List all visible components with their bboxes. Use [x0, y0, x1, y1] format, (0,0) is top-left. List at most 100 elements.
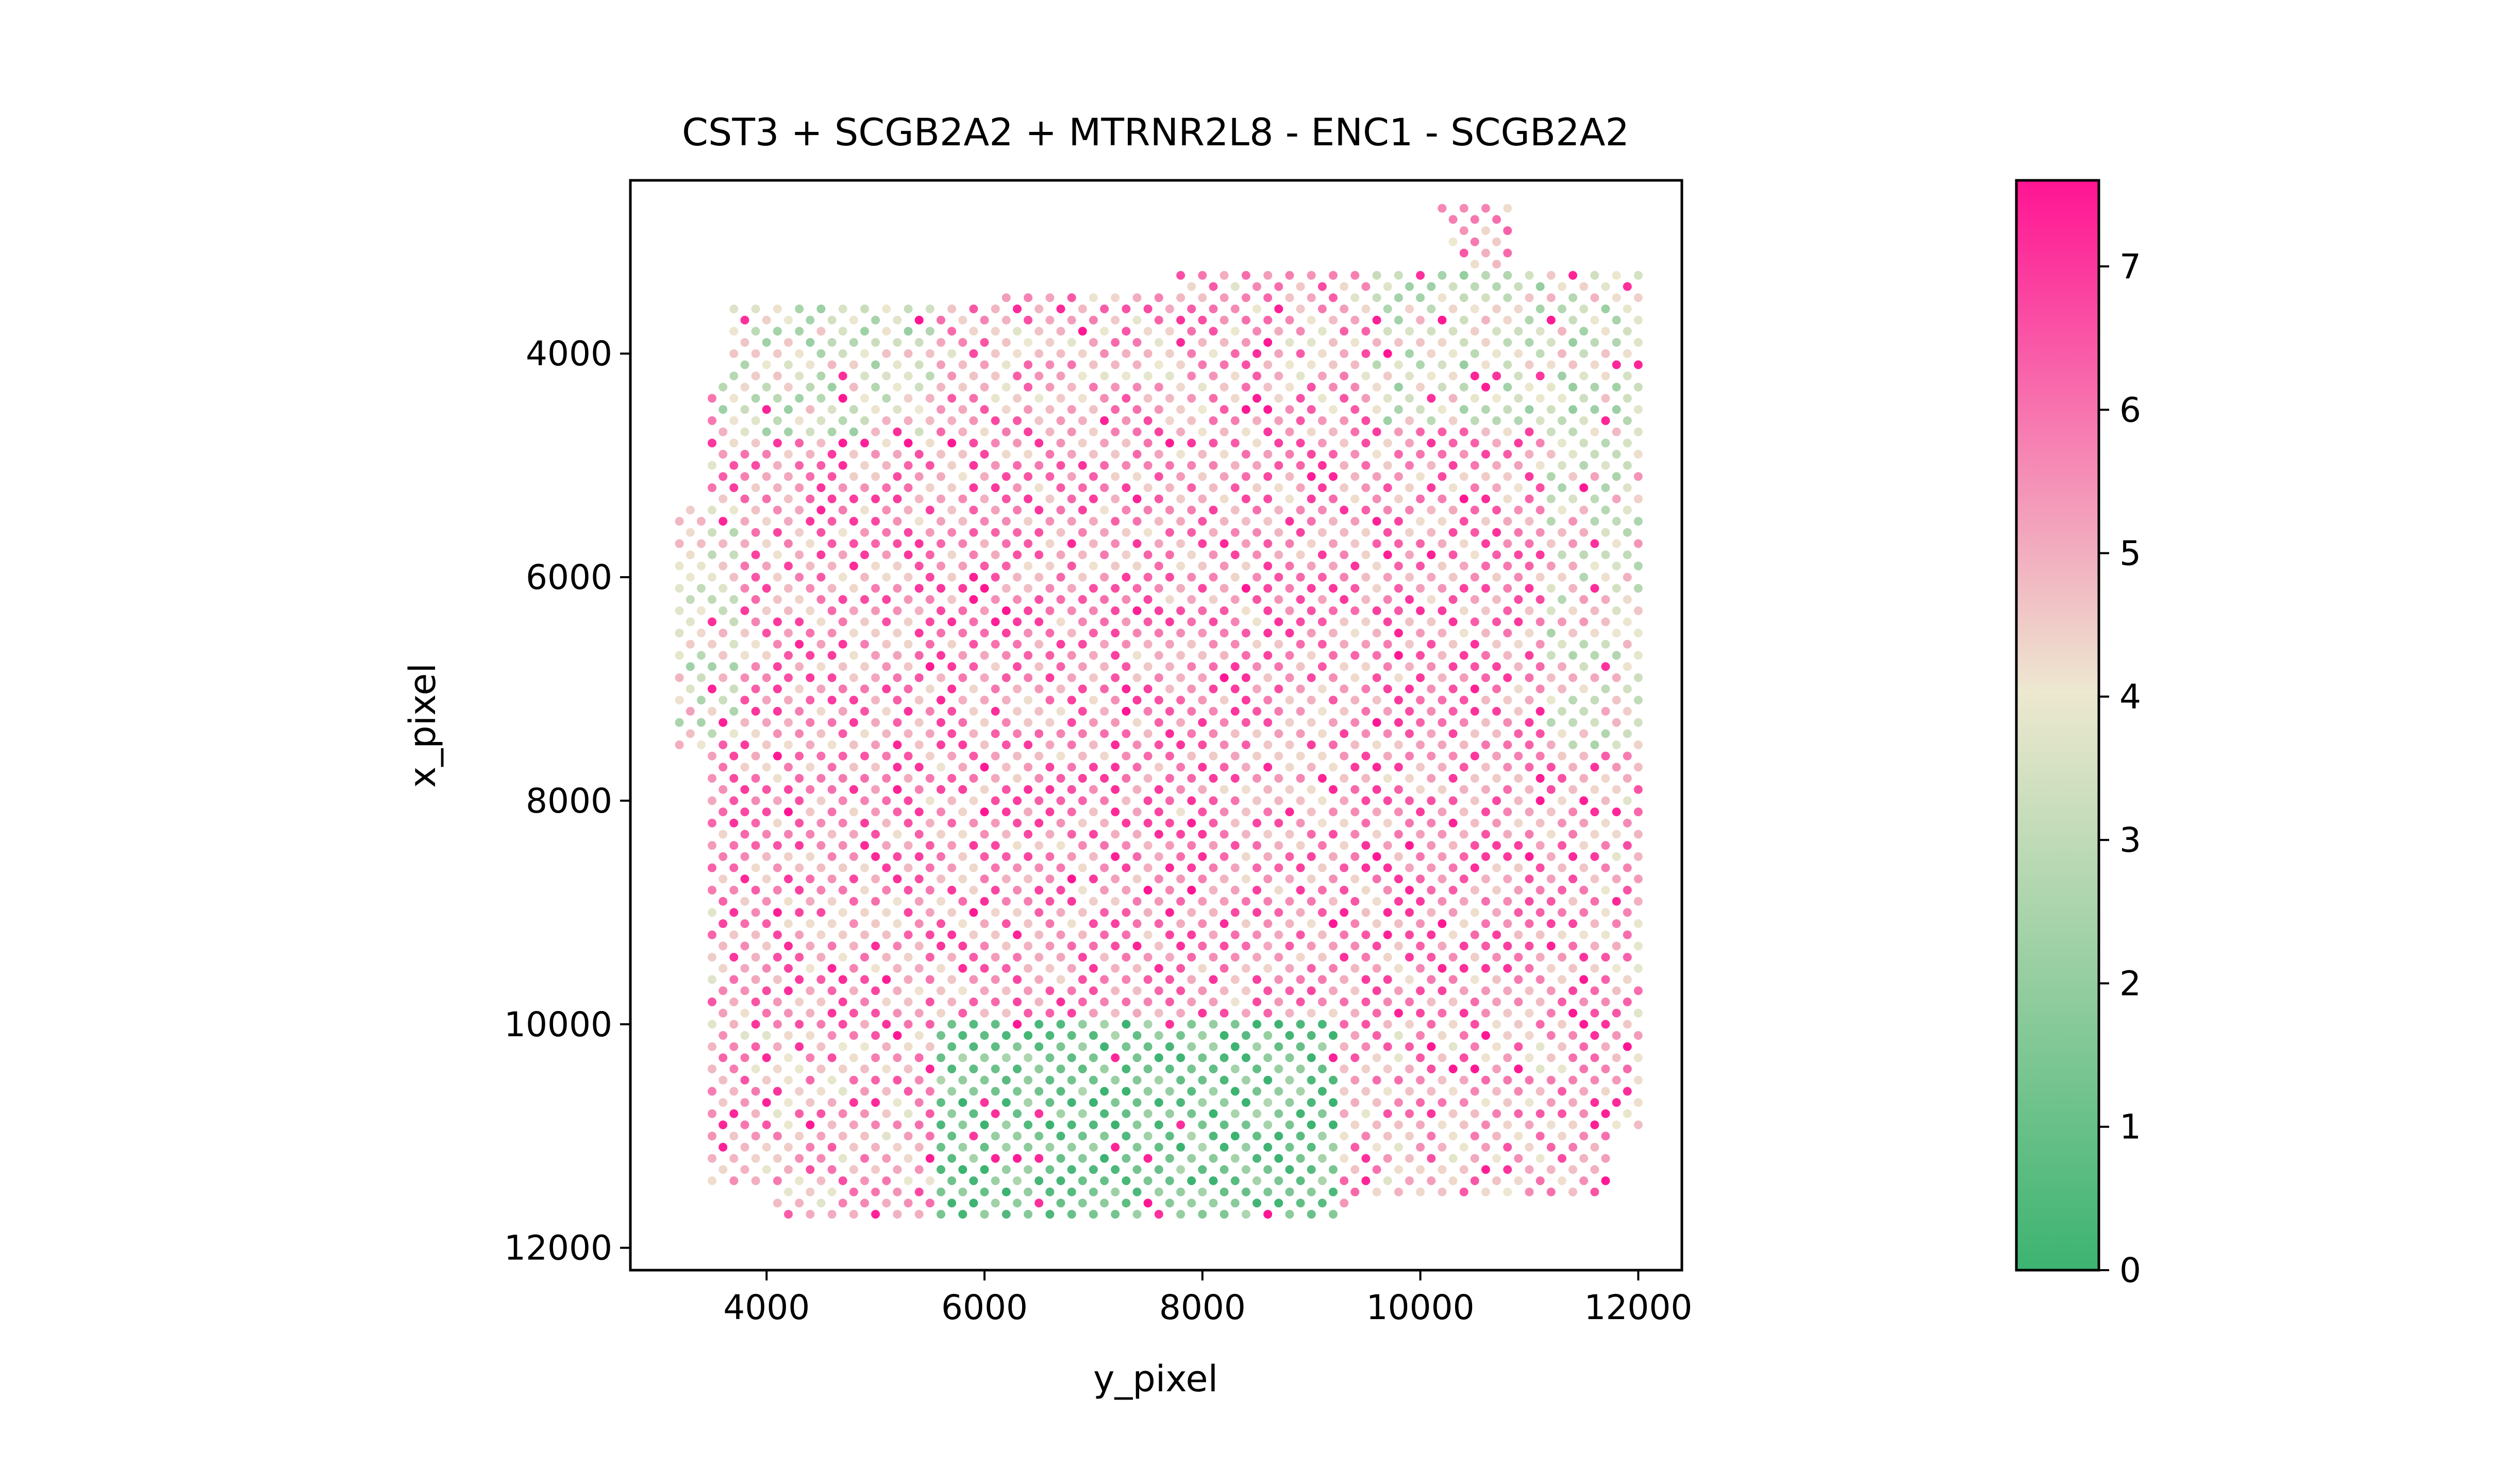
spot [762, 763, 771, 772]
spot [1416, 807, 1425, 817]
spot [1448, 774, 1458, 783]
spot [1165, 1199, 1174, 1208]
spot [1623, 528, 1632, 537]
spot [1078, 349, 1087, 358]
spot [1514, 930, 1523, 939]
spot [1078, 461, 1087, 470]
spot [1111, 1187, 1120, 1196]
spot [1122, 1176, 1131, 1185]
spot [1220, 897, 1229, 906]
spot [1220, 830, 1229, 839]
spot [1601, 796, 1610, 805]
spot [947, 528, 957, 537]
spot [914, 986, 924, 996]
spot [980, 472, 989, 481]
spot [1350, 897, 1360, 906]
spot [1633, 494, 1643, 503]
spot [1525, 1075, 1534, 1085]
spot [1329, 874, 1338, 884]
spot [1122, 997, 1131, 1006]
spot [1535, 305, 1545, 313]
spot [1514, 818, 1523, 828]
spot [1154, 338, 1163, 347]
spot [882, 796, 891, 805]
spot [1416, 1187, 1425, 1196]
spot [1481, 785, 1490, 794]
spot [1317, 439, 1327, 448]
spot [1448, 483, 1458, 492]
spot [1165, 483, 1174, 492]
spot [871, 405, 880, 414]
spot [882, 1154, 891, 1163]
spot [1198, 830, 1207, 839]
spot [1503, 293, 1512, 302]
spot [958, 494, 967, 503]
spot [1340, 796, 1349, 805]
spot [1383, 282, 1392, 291]
spot [914, 1120, 924, 1129]
spot [838, 1199, 847, 1208]
spot [729, 751, 739, 761]
spot [1045, 561, 1055, 570]
spot [827, 494, 837, 503]
spot [1525, 629, 1534, 637]
spot [1187, 751, 1196, 761]
spot [1590, 986, 1599, 996]
spot [1045, 1142, 1055, 1152]
spot [937, 1031, 945, 1040]
spot [1100, 997, 1109, 1006]
spot [1405, 1154, 1414, 1163]
spot [1252, 282, 1261, 291]
spot [925, 639, 934, 649]
spot [1546, 874, 1556, 884]
spot [1263, 360, 1273, 369]
spot [914, 450, 924, 459]
spot [860, 863, 869, 872]
spot [1165, 662, 1174, 671]
spot [1307, 584, 1316, 593]
spot [947, 729, 957, 738]
spot [1558, 639, 1566, 649]
spot [1317, 550, 1327, 560]
spot [1438, 315, 1447, 325]
spot [969, 595, 978, 604]
spot [1122, 684, 1131, 694]
spot [937, 941, 945, 951]
spot [937, 986, 945, 996]
spot [1623, 662, 1632, 671]
spot [1481, 1098, 1490, 1107]
spot [1394, 1142, 1403, 1152]
spot [1633, 517, 1643, 526]
spot [1568, 1142, 1578, 1152]
spot [1448, 863, 1458, 872]
spot [1503, 1098, 1512, 1107]
spot [1078, 1065, 1087, 1073]
spot [1590, 472, 1599, 481]
spot [806, 740, 815, 749]
spot [1307, 427, 1316, 436]
spot [893, 450, 902, 459]
spot [1633, 293, 1643, 302]
spot [762, 1075, 771, 1085]
spot [871, 1075, 880, 1085]
spot [860, 1132, 869, 1141]
spot [1492, 1087, 1501, 1096]
spot [1001, 830, 1011, 839]
spot [795, 886, 804, 895]
spot [719, 494, 728, 503]
spot [1187, 796, 1196, 805]
spot [827, 941, 837, 951]
spot [1340, 1199, 1349, 1208]
spot [925, 841, 934, 850]
spot [1448, 751, 1458, 761]
spot [1558, 997, 1566, 1006]
spot [1329, 539, 1338, 548]
spot [1045, 1031, 1055, 1040]
spot [1558, 729, 1566, 738]
spot [1340, 953, 1349, 962]
spot [1111, 1053, 1120, 1063]
spot [969, 394, 978, 403]
spot [1198, 986, 1207, 996]
spot [1340, 305, 1349, 313]
spot [1132, 986, 1142, 996]
